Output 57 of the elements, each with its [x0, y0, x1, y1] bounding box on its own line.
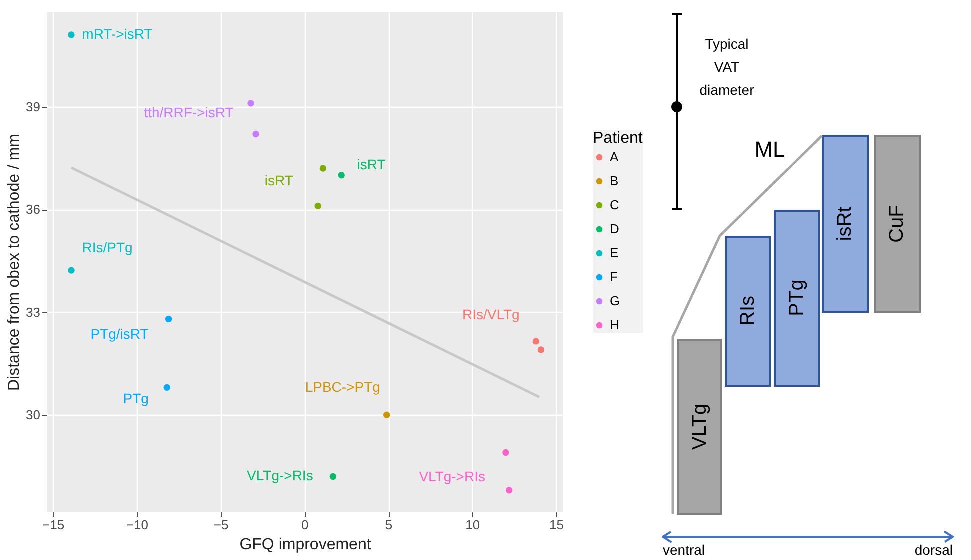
- text: PTg: [786, 280, 808, 316]
- point: [506, 487, 513, 494]
- point: [338, 172, 345, 179]
- text: dorsal: [914, 542, 953, 558]
- data-label: PTg/isRT: [90, 326, 150, 342]
- point: [538, 346, 545, 354]
- legend-label: A: [610, 150, 619, 164]
- point: [165, 316, 172, 323]
- legend-label: B: [610, 174, 619, 188]
- x-tick-label: 10: [466, 518, 480, 532]
- point: [532, 338, 540, 345]
- point: [252, 130, 260, 138]
- legend-label: G: [610, 294, 620, 308]
- data-label: RIs/VLTg: [462, 306, 520, 322]
- x-tick-label: 5: [385, 518, 393, 532]
- data-label: LPBC->PTg: [305, 379, 380, 396]
- x-tick-label: 0: [302, 518, 309, 532]
- text: Typical VAT diameter: [700, 36, 755, 98]
- y-tick-label: 33: [26, 304, 40, 320]
- data-label: PTg: [123, 390, 149, 407]
- legend-label: E: [610, 246, 619, 260]
- y-tick-label: 30: [26, 408, 40, 423]
- point: [248, 100, 254, 107]
- data-label: RIs/PTg: [82, 240, 133, 256]
- point: [320, 165, 326, 172]
- y-axis-title: Distance from obex to cathode / mm: [6, 134, 24, 391]
- x-axis-title: GFQ improvement: [240, 536, 372, 554]
- text: VLTg: [689, 404, 711, 450]
- x-tick-label: −5: [214, 518, 229, 532]
- legend-title: Patient: [593, 130, 644, 147]
- text: isRt: [834, 206, 856, 242]
- legend-label: C: [610, 198, 620, 212]
- point: [384, 412, 390, 418]
- point: [164, 384, 170, 392]
- data-label: mRT->isRT: [82, 26, 154, 42]
- text: CuF: [886, 205, 908, 243]
- data-label: tth/RRF->isRT: [144, 104, 234, 120]
- point: [68, 267, 75, 274]
- point: [330, 473, 337, 480]
- y-tick-label: 36: [26, 202, 40, 218]
- text: ML: [754, 137, 786, 162]
- legend-label: H: [610, 318, 620, 332]
- point: [314, 202, 322, 210]
- point: [502, 449, 510, 456]
- x-tick-label: −10: [126, 518, 148, 532]
- legend-label: F: [610, 270, 618, 284]
- text: ventral: [663, 542, 706, 558]
- data-label: isRT: [264, 172, 294, 189]
- point: [68, 32, 75, 38]
- data-label: VLTg->RIs: [247, 468, 314, 484]
- data-label: VLTg->RIs: [419, 468, 486, 484]
- legend-label: D: [610, 222, 620, 236]
- data-label: isRT: [357, 156, 386, 172]
- text: RIs: [737, 296, 759, 326]
- x-tick-label: 15: [550, 518, 564, 532]
- y-tick-label: 39: [26, 99, 40, 114]
- x-tick-label: −15: [42, 518, 65, 532]
